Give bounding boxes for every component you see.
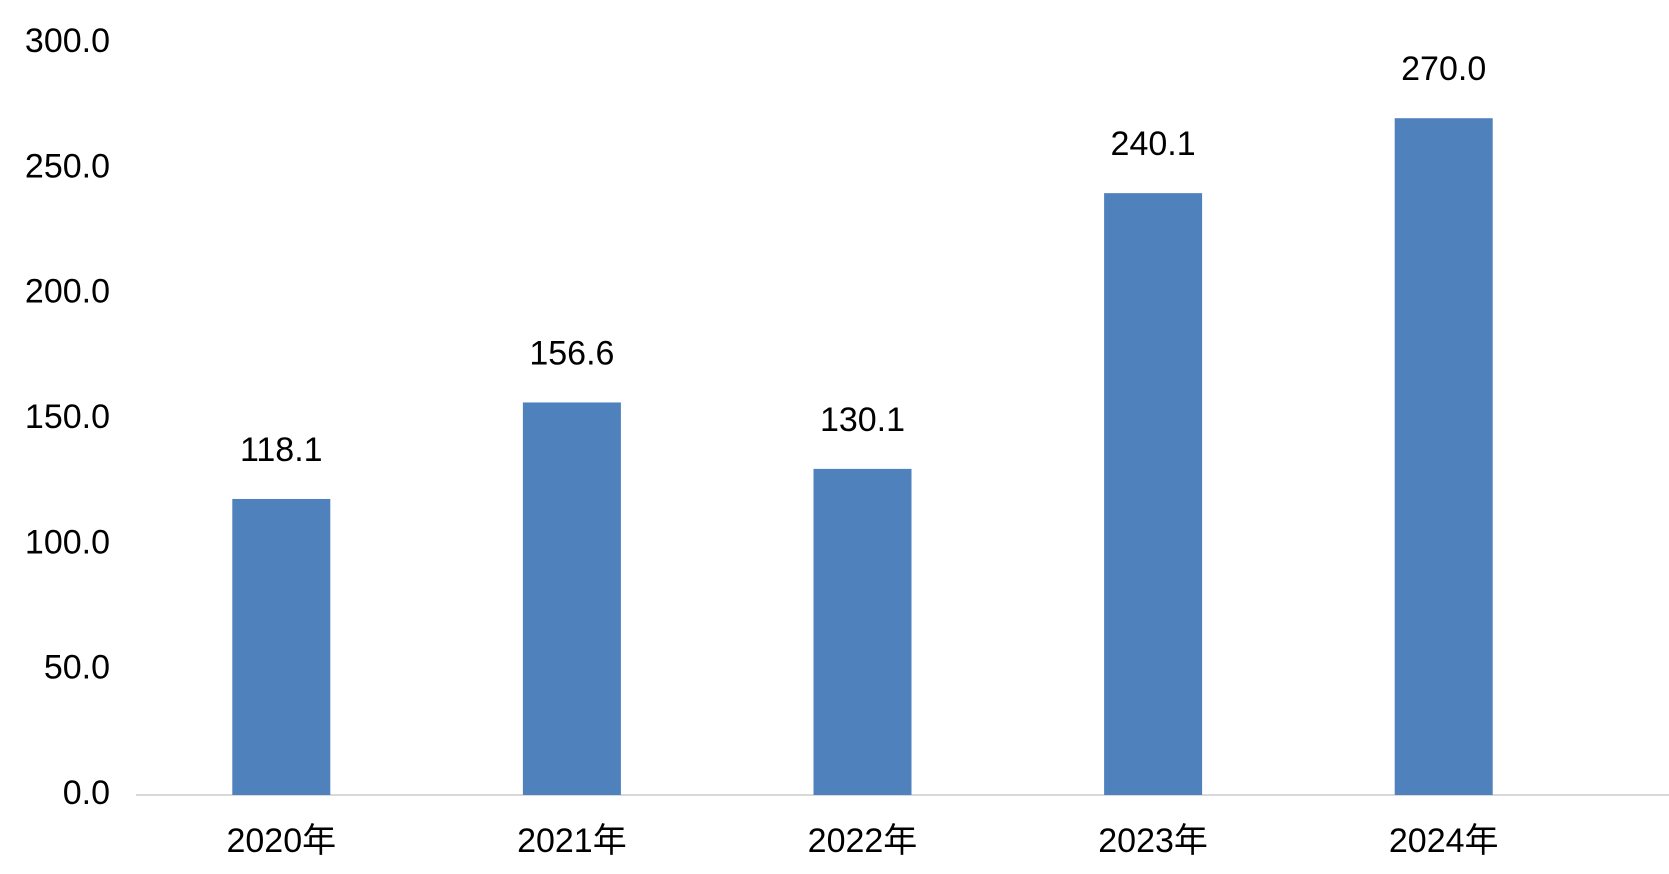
x-tick-label: 2020年 <box>226 822 336 860</box>
bar <box>522 402 621 795</box>
x-tick-label: 2022年 <box>808 822 918 860</box>
y-tick-label: 50.0 <box>44 649 110 687</box>
y-tick-label: 150.0 <box>25 398 110 436</box>
bar <box>1394 118 1493 795</box>
x-tick-label: 2024年 <box>1389 822 1499 860</box>
data-label: 240.1 <box>1111 125 1196 163</box>
bar <box>1104 193 1203 795</box>
data-label: 156.6 <box>529 334 614 372</box>
y-tick-label: 100.0 <box>25 523 110 561</box>
x-tick-label: 2021年 <box>517 822 627 860</box>
y-tick-label: 0.0 <box>63 774 110 812</box>
bar <box>232 498 331 795</box>
data-label: 130.1 <box>820 401 905 439</box>
x-tick-label: 2023年 <box>1098 822 1208 860</box>
data-label: 118.1 <box>240 431 323 469</box>
y-tick-label: 300.0 <box>25 22 110 60</box>
bar <box>813 468 912 795</box>
y-tick-label: 250.0 <box>25 147 110 185</box>
y-tick-label: 200.0 <box>25 273 110 311</box>
data-label: 270.0 <box>1401 50 1486 88</box>
